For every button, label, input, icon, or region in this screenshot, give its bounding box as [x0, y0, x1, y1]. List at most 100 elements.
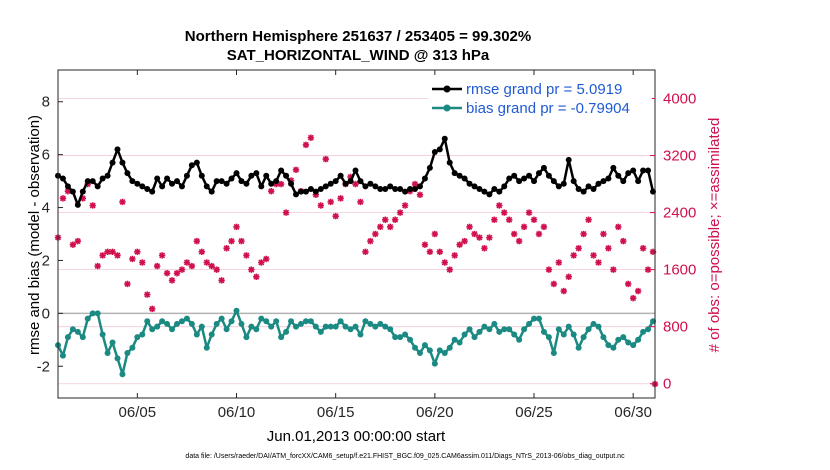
legend: rmse grand pr = 5.0919 bias grand pr = -… — [428, 78, 652, 118]
obs-count-point — [362, 248, 369, 256]
rmse-point — [402, 188, 409, 195]
chart-subtitle: SAT_HORIZONTAL_WIND @ 313 hPa — [227, 47, 490, 64]
bias-point — [109, 339, 116, 346]
bias-point — [600, 334, 607, 341]
rmse-point — [238, 178, 245, 185]
obs-count-point — [114, 252, 121, 259]
y2-tick-label-2: 1600 — [663, 262, 696, 279]
obs-count-point — [540, 223, 548, 231]
bias-point — [580, 334, 587, 341]
y-tick-label-2: 2 — [42, 252, 50, 269]
y2-axis-label: # of obs: o=possible; ×=assimilated — [706, 118, 723, 353]
y2-axis-ticks: 0 800 1600 2400 3200 4000 — [650, 91, 696, 393]
bias-point — [74, 328, 81, 335]
rmse-point — [149, 188, 156, 195]
rmse-point — [481, 188, 488, 195]
bias-point — [625, 339, 632, 346]
obs-count-point — [153, 262, 161, 270]
rmse-point — [640, 167, 647, 174]
obs-count-point — [158, 252, 166, 259]
rmse-point — [595, 180, 602, 187]
rmse-point — [377, 186, 384, 193]
x-tick-label-5: 06/30 — [614, 404, 652, 421]
rmse-point — [416, 183, 423, 190]
y-axis-ticks: -2 0 2 4 6 8 — [37, 94, 63, 375]
bias-point — [193, 331, 200, 338]
obs-count-point — [129, 255, 136, 263]
obs-count-point — [233, 223, 240, 231]
rmse-point — [312, 188, 319, 195]
bias-point — [392, 334, 399, 341]
bias-point — [466, 326, 473, 333]
rmse-series — [55, 135, 657, 208]
rmse-point — [451, 170, 458, 177]
obs-count-point — [243, 252, 250, 259]
plot-area — [58, 70, 655, 398]
obs-count-point — [223, 245, 230, 252]
rmse-point — [297, 188, 304, 195]
obs-count-point — [565, 273, 572, 280]
rmse-point — [580, 188, 587, 195]
rmse-point — [407, 186, 414, 193]
rmse-point — [337, 172, 344, 179]
rmse-point — [159, 183, 166, 190]
rmse-point — [436, 146, 443, 153]
rmse-point — [124, 170, 131, 177]
bias-point — [585, 326, 592, 333]
bias-point — [317, 328, 324, 335]
rmse-point — [223, 180, 230, 187]
bias-point — [545, 334, 552, 341]
bias-point — [178, 318, 185, 325]
obs-count-point — [605, 245, 612, 252]
obs-count-point — [506, 216, 513, 223]
bias-point — [94, 310, 101, 317]
bias-point — [550, 350, 557, 357]
rmse-point — [610, 164, 617, 171]
bias-point — [139, 331, 146, 338]
bias-point — [119, 371, 126, 378]
rmse-point — [521, 175, 528, 182]
x-tick-label-4: 06/25 — [515, 404, 553, 421]
obs-count-point — [639, 245, 647, 252]
rmse-point — [486, 191, 493, 198]
bias-point — [456, 339, 463, 346]
obs-count-point — [441, 259, 448, 266]
rmse-point — [198, 172, 205, 179]
bias-point — [615, 336, 622, 343]
bias-point — [416, 350, 423, 357]
bias-point — [159, 318, 166, 325]
rmse-point — [213, 178, 220, 185]
rmse-point — [347, 178, 354, 185]
bias-point — [555, 326, 562, 333]
bias-point — [605, 342, 612, 349]
obs-count-point — [590, 252, 597, 259]
bias-point — [595, 323, 602, 330]
obs-count-point — [436, 248, 444, 256]
bias-point — [590, 320, 597, 327]
legend-rmse-label: rmse grand pr = 5.0919 — [466, 81, 622, 98]
rmse-point — [293, 191, 300, 198]
obs-count-point — [629, 294, 637, 302]
bias-point — [387, 326, 394, 333]
rmse-point — [169, 180, 176, 187]
obs-count-point — [625, 280, 632, 288]
rmse-point — [258, 183, 265, 190]
obs-count-point — [496, 202, 503, 209]
rmse-point — [362, 183, 369, 190]
obs-count-point — [203, 259, 210, 266]
bias-point — [263, 318, 270, 325]
bias-point — [243, 334, 250, 341]
obs-count-point — [471, 230, 478, 238]
obs-count-point — [520, 223, 528, 231]
obs-count-point — [302, 141, 310, 149]
bias-point — [114, 355, 121, 362]
bias-point — [278, 334, 285, 341]
rmse-point — [357, 178, 364, 185]
bias-point — [223, 326, 230, 333]
rmse-point — [367, 180, 374, 187]
legend-rmse-marker — [443, 85, 451, 93]
bias-point — [506, 326, 513, 333]
bias-point — [293, 323, 300, 330]
rmse-point — [585, 183, 592, 190]
obs-count-point — [501, 209, 508, 216]
